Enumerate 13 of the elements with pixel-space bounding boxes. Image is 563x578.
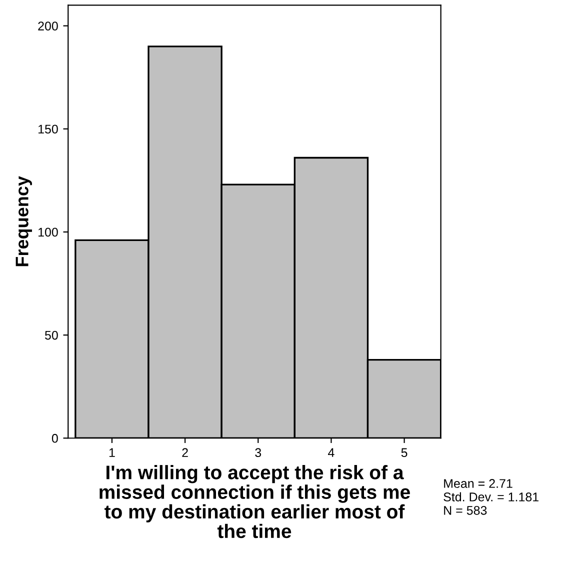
x-tick-label: 1 <box>109 448 115 457</box>
x-tick-label: 2 <box>182 448 188 457</box>
y-tick-label: 200 <box>38 22 58 30</box>
y-axis-title: Frequency <box>16 176 32 266</box>
x-tick-label: 4 <box>328 448 334 457</box>
x-tick-label: 3 <box>255 448 262 458</box>
y-tick-label: 150 <box>38 124 58 134</box>
text: Mean = 2.71 Std. Dev. = 1.181 N = 583 <box>444 479 538 515</box>
x-tick-label: 5 <box>401 448 408 458</box>
y-tick-label: 0 <box>52 434 58 443</box>
y-tick-label: 50 <box>45 330 58 340</box>
x-axis-title: I'm willing to accept the risk of a missed connection if this gets me to my destination earlier most of the time <box>100 465 410 538</box>
y-tick-label: 100 <box>38 228 58 237</box>
